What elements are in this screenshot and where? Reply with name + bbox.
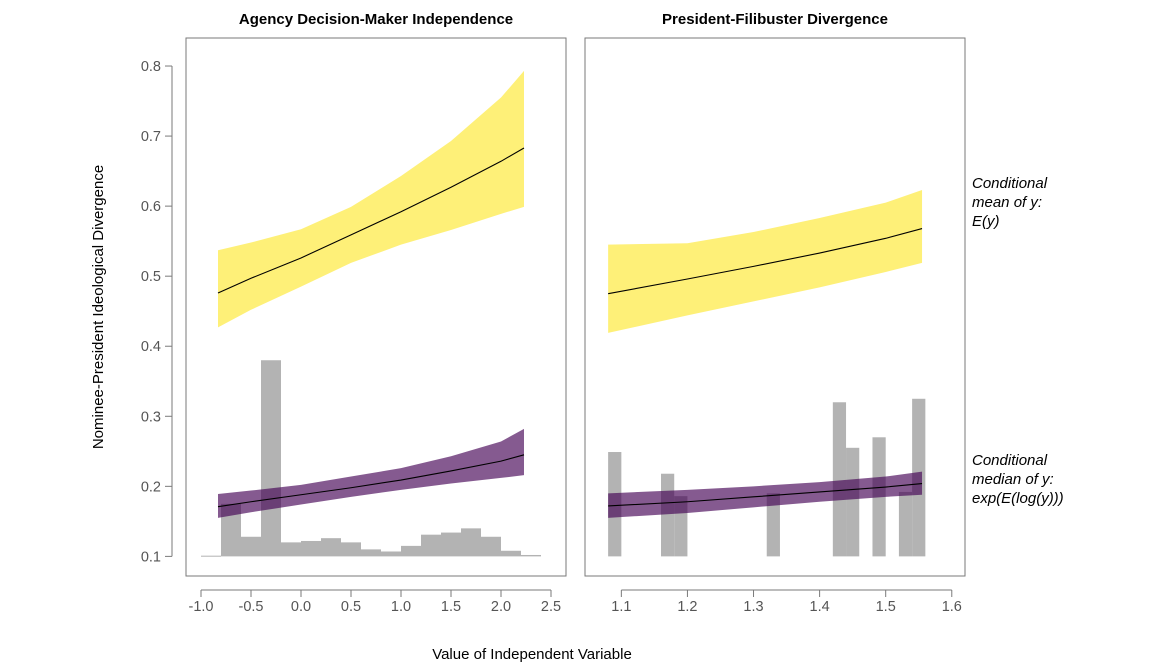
histogram-bar: [846, 447, 860, 557]
panel-left-title: Agency Decision-Maker Independence: [239, 11, 513, 28]
y-tick-label: 0.4: [141, 339, 161, 355]
histogram-bar: [281, 542, 301, 557]
median-fit-line: [217, 454, 525, 508]
y-tick-label: 0.5: [141, 269, 161, 285]
x-tick-label: 1.2: [677, 599, 697, 615]
right-label-median-line: exp(E(log(y))): [972, 490, 1064, 507]
histogram-bar: [661, 473, 675, 557]
x-tick-label: 0.0: [291, 599, 311, 615]
x-tick-label: 1.3: [743, 599, 763, 615]
panel-left-frame: [185, 37, 567, 577]
median-confidence-band: [608, 471, 923, 518]
histogram-bar: [898, 491, 913, 557]
histogram-bar: [501, 550, 521, 557]
mean-confidence-band: [218, 70, 524, 328]
x-tick-label: 2.0: [491, 599, 511, 615]
panel-right-frame: [584, 37, 966, 577]
histogram-bar: [766, 493, 780, 557]
mean-fit-line: [217, 147, 525, 294]
x-tick-label: 1.4: [810, 599, 830, 615]
histogram-bar: [421, 534, 441, 557]
histogram-bar: [241, 536, 261, 557]
y-tick-label: 0.3: [141, 409, 161, 425]
y-axis: 0.1 0.2 0.3 0.4 0.5 0.6 0.7 0.8: [141, 59, 173, 565]
panel-left-plot: [201, 70, 541, 557]
histogram-bar: [301, 540, 321, 557]
histogram-bar: [441, 532, 461, 557]
panel-right-x-axis: 1.1 1.2 1.3 1.4 1.5 1.6: [611, 589, 962, 615]
x-tick-label: 1.6: [942, 599, 962, 615]
histogram-bar: [261, 360, 281, 557]
x-tick-label: 2.5: [541, 599, 561, 615]
y-tick-label: 0.1: [141, 549, 161, 565]
panel-right-title: President-Filibuster Divergence: [662, 11, 888, 28]
right-label-median-line: Conditional: [972, 452, 1048, 469]
right-label-median-line: median of y:: [972, 471, 1054, 488]
histogram-bar: [361, 549, 381, 557]
x-axis-title: Value of Independent Variable: [432, 646, 632, 663]
histogram-bar: [381, 551, 401, 557]
right-label-mean: Conditional mean of y: E(y): [972, 175, 1048, 230]
histogram-bar: [521, 554, 541, 557]
histogram-bar: [832, 402, 847, 557]
x-tick-label: -1.0: [189, 599, 214, 615]
x-tick-label: 0.5: [341, 599, 361, 615]
right-label-median: Conditional median of y: exp(E(log(y))): [972, 452, 1064, 507]
right-label-mean-line: E(y): [972, 213, 1000, 230]
y-tick-label: 0.8: [141, 59, 161, 75]
panel-left: Agency Decision-Maker Independence -1.0-…: [141, 11, 567, 615]
right-label-mean-line: Conditional: [972, 175, 1048, 192]
histogram-bar: [461, 528, 481, 557]
median-fit-line: [608, 482, 923, 507]
x-tick-label: -0.5: [239, 599, 264, 615]
x-tick-label: 1.5: [441, 599, 461, 615]
mean-confidence-band: [608, 190, 923, 333]
y-tick-label: 0.7: [141, 129, 161, 145]
histogram-bar: [341, 542, 361, 557]
histogram-bar: [401, 545, 421, 557]
mean-fit-line: [608, 228, 923, 295]
panel-right: President-Filibuster Divergence 1.1 1.2 1.…: [584, 11, 966, 615]
x-tick-label: 1.0: [391, 599, 411, 615]
y-tick-label: 0.2: [141, 479, 161, 495]
histogram-bar: [221, 503, 241, 557]
right-label-mean-line: mean of y:: [972, 194, 1042, 211]
panel-right-plot: [608, 190, 926, 557]
histogram-bar: [481, 536, 501, 557]
x-tick-label: 1.5: [876, 599, 896, 615]
y-axis-title: Nominee-President Ideological Divergence: [90, 165, 107, 449]
x-tick-label: 1.1: [611, 599, 631, 615]
histogram-bar: [201, 555, 221, 557]
panel-left-x-axis: -1.0 -0.5 0.0 0.5 1.0 1.5 2.0 2.5: [189, 589, 561, 615]
y-tick-label: 0.6: [141, 199, 161, 215]
histogram-bar: [321, 538, 341, 557]
